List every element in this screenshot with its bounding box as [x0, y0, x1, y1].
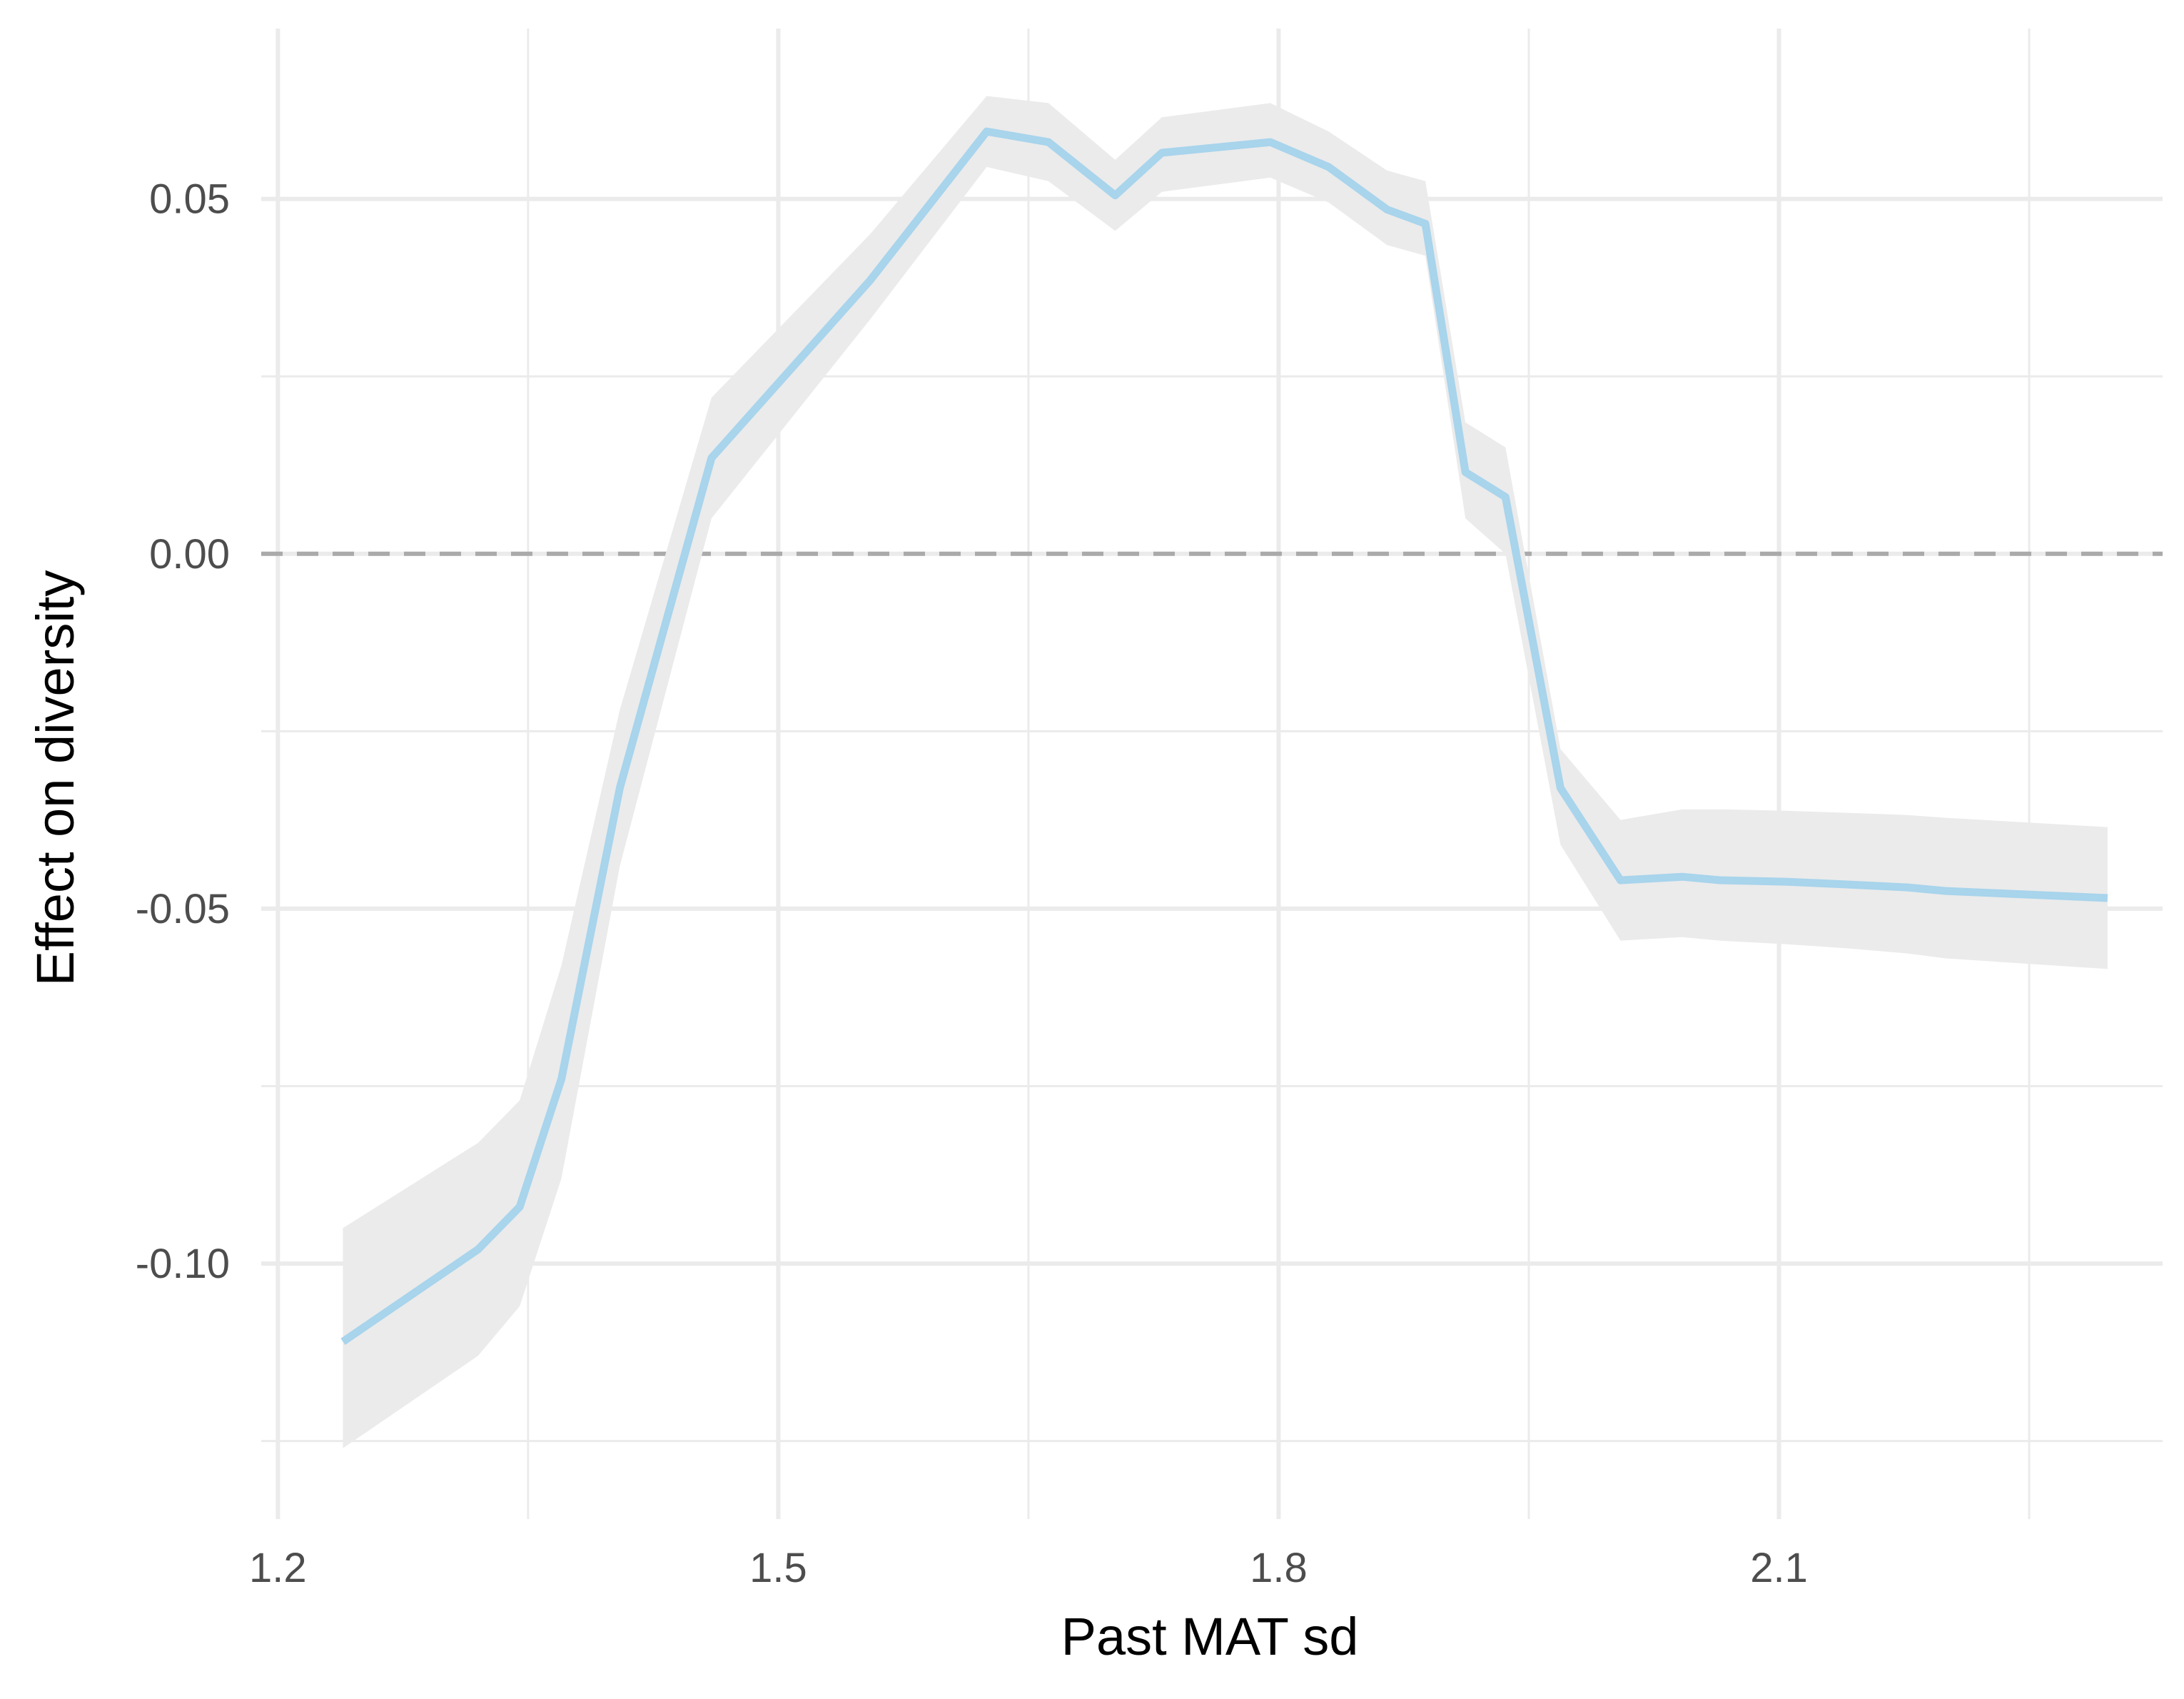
x-tick-labels: 1.2 1.5 1.8 2.1 [249, 1545, 1808, 1591]
y-axis-title: Effect on diversity [26, 570, 85, 987]
confidence-band-layer [343, 96, 2108, 1448]
y-tick-label: 0.00 [149, 531, 230, 578]
series-line-layer [340, 127, 2108, 1345]
y-tick-labels: -0.10 -0.05 0.00 0.05 [136, 176, 230, 1287]
major-gridlines [261, 29, 2163, 1519]
effect-line [340, 127, 2108, 1345]
x-tick-label: 1.2 [249, 1545, 307, 1591]
confidence-band [343, 96, 2108, 1448]
y-tick-label: -0.05 [136, 886, 230, 932]
y-tick-label: -0.10 [136, 1241, 230, 1287]
minor-gridlines [261, 29, 2163, 1519]
x-axis-title: Past MAT sd [1061, 1607, 1359, 1666]
x-tick-label: 1.8 [1250, 1545, 1308, 1591]
x-tick-label: 1.5 [749, 1545, 807, 1591]
y-tick-label: 0.05 [149, 176, 230, 223]
x-tick-label: 2.1 [1750, 1545, 1808, 1591]
